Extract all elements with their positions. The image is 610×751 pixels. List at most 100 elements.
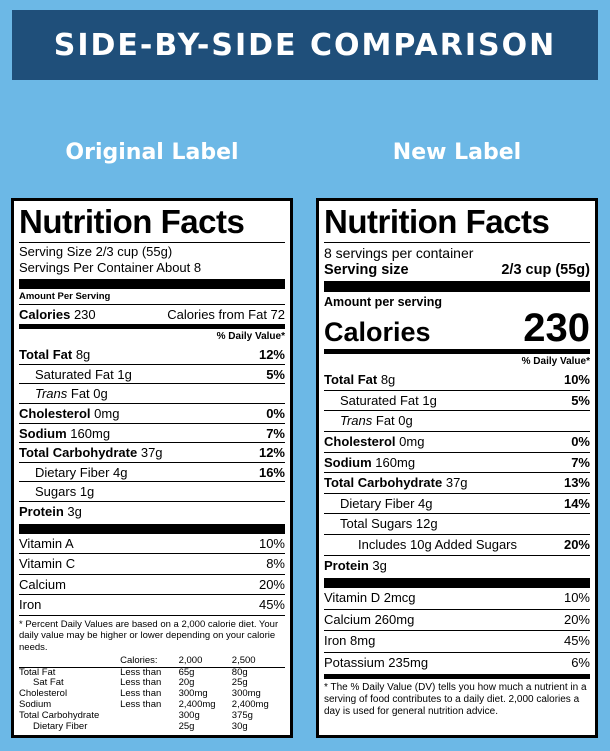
original-nutrient-name: Sodium [19,425,67,441]
original-nutrient-name: Dietary Fiber [35,464,110,480]
new-nutrition-label: Nutrition Facts 8 servings per container… [316,198,598,738]
new-nutrient-amount: 37g [445,475,468,491]
original-dv-table-cell: Total Carbohydrate [19,710,100,722]
original-nutrient-dv: 5% [266,366,285,382]
original-vitamin-row: Vitamin A 10% [19,534,285,554]
new-calories-row: Calories 230 [324,306,590,351]
original-nutrient-dv: 0% [266,405,285,421]
original-vitamin-dv: 8% [266,556,285,572]
new-nutrient-dv: 5% [571,392,590,408]
new-nutrient-name-rest: Fat 0g [375,413,413,429]
original-nutrient-row: Sugars 1g [19,481,285,501]
new-nutrient-row: Cholesterol 0mg 0% [324,430,590,452]
new-nutrient-rows: Total Fat 8g 10% Saturated Fat 1g 5% Trans F… [324,370,590,575]
original-vitamin-rows: Vitamin A 10% Vitamin C 8% Calcium 20% Iron 45% [19,534,285,615]
new-nutrient-amount: 4g [418,495,433,511]
new-nutrient-dv: 13% [563,475,590,491]
original-nutrient-rows: Total Fat 8g 12% Saturated Fat 1g 5% Trans F… [19,345,285,520]
new-nutrient-amount: 8g [380,372,396,388]
original-dv-table-cell: 20g [178,677,195,689]
new-nutrient-row: Total Carbohydrate 37g 13% [324,472,590,493]
original-vitamin-dv: 10% [258,535,285,551]
new-nutrient-row: Includes 10g Added Sugars 20% [324,533,590,555]
original-dv-table-cell: 65g [178,666,195,678]
original-dv-table-cell: Less than [120,699,162,711]
original-dv-table-row: Total Carbohydrate 300g 375g [19,710,285,722]
new-serving-size-row: Serving size 2/3 cup (55g) [324,262,590,281]
original-serving-info: Serving Size 2/3 cup (55g) Servings Per … [19,242,285,275]
original-nutrient-row: Trans Fat 0g [19,383,285,403]
new-nutrient-row: Dietary Fiber 4g 14% [324,492,590,514]
original-footnote: * Percent Daily Values are based on a 2,… [19,614,285,654]
new-calories-value: 230 [523,306,590,351]
original-nutrient-row: Cholesterol 0mg 0% [19,402,285,423]
new-nutrient-amount: 3g [372,557,387,573]
new-vitamin-name: Iron 8mg [324,633,376,649]
original-dv-table-cell: 2,400mg [231,699,269,711]
original-dv-table-cell: Sodium [19,699,52,711]
original-dv-table-cell: Less than [120,677,162,689]
original-nutrient-amount: 0mg [94,405,120,421]
new-vitamin-row: Potassium 235mg 6% [324,651,590,674]
original-nutrient-dv: 12% [258,347,285,363]
original-serving-size: Serving Size 2/3 cup (55g) [19,244,173,259]
original-nutrient-dv: 16% [258,464,285,480]
original-dv-table-cell: Total Fat [19,666,56,678]
original-vitamin-name: Iron [19,597,42,613]
new-nutrient-name: Trans [340,413,373,429]
original-dv-table-cell: 80g [231,666,248,678]
original-nutrient-name: Trans [35,386,68,402]
original-nutrient-name: Protein [19,503,64,519]
new-nutrient-row: Protein 3g [324,554,590,576]
original-nutrient-name: Saturated Fat [35,366,114,382]
new-nutrient-row: Total Fat 8g 10% [324,370,590,390]
original-dv-table-cell: 300mg [178,688,208,700]
original-dv-table-cell: 25g [178,721,195,733]
new-servings-per-container: 8 servings per container [324,242,590,262]
comparison-banner: SIDE-BY-SIDE COMPARISON [12,10,598,80]
original-amount-per-serving: Amount Per Serving [19,279,285,303]
original-label-title: Original Label [65,140,239,165]
new-nutrient-name: Includes 10g Added Sugars [358,536,518,552]
new-nutrient-row: Sodium 160mg 7% [324,451,590,473]
new-nutrient-dv: 7% [571,454,590,470]
original-dv-table-row: Sodium Less than 2,400mg 2,400mg [19,699,285,711]
new-nutrient-row: Total Sugars 12g [324,513,590,534]
original-dv-table-row: Total Fat Less than 65g 80g [19,667,285,678]
original-nutrient-amount: 1g [117,366,132,382]
original-vitamin-dv: 20% [258,576,285,592]
original-dv-table-cell [120,711,179,722]
original-dv-table-cell: Dietary Fiber [33,721,88,733]
original-table-calories: Calories: [120,654,158,666]
original-nutrient-row: Protein 3g [19,500,285,521]
original-dv-table-cell: 2,400mg [178,699,216,711]
new-vitamin-dv: 6% [571,654,590,670]
new-vitamin-row: Vitamin D 2mcg 10% [324,588,590,609]
original-dv-table-row: Dietary Fiber 25g 30g [19,721,285,733]
original-nutrient-amount: 3g [67,503,82,519]
original-vitamin-row: Vitamin C 8% [19,553,285,574]
original-nutrient-amount: 1g [79,484,95,500]
new-nutrient-dv: 0% [571,433,590,449]
new-nutrient-amount: 0mg [399,433,425,449]
original-vitamin-name: Calcium [19,576,66,592]
new-nutrient-name: Protein [324,557,369,573]
original-nutrient-name: Sugars [35,484,77,500]
original-dv-table-cell: 300mg [231,688,261,700]
original-vitamin-name: Vitamin C [19,556,76,572]
new-nutrient-name: Sodium [324,454,372,470]
new-nutrient-name: Dietary Fiber [340,495,415,511]
original-dv-table-cell: 300g [178,710,200,722]
original-servings-per-container: Servings Per Container About 8 [19,259,202,275]
original-dv-table: Calories: 2,000 2,500 Total Fat Less than… [19,654,285,733]
original-table-c1: 2,000 [178,654,203,666]
original-dv-table-cell: Less than [120,688,162,700]
new-dv-header: % Daily Value* [324,349,590,370]
new-nutrient-amount: 12g [415,516,438,532]
original-dv-table-cell: Sat Fat [33,677,64,689]
banner-title: SIDE-BY-SIDE COMPARISON [53,27,557,63]
new-serving-size-label: Serving size [324,261,409,278]
original-calories-value: 230 [73,306,96,322]
new-nutrient-name: Total Fat [324,372,378,388]
original-vitamin-row: Iron 45% [19,594,285,615]
